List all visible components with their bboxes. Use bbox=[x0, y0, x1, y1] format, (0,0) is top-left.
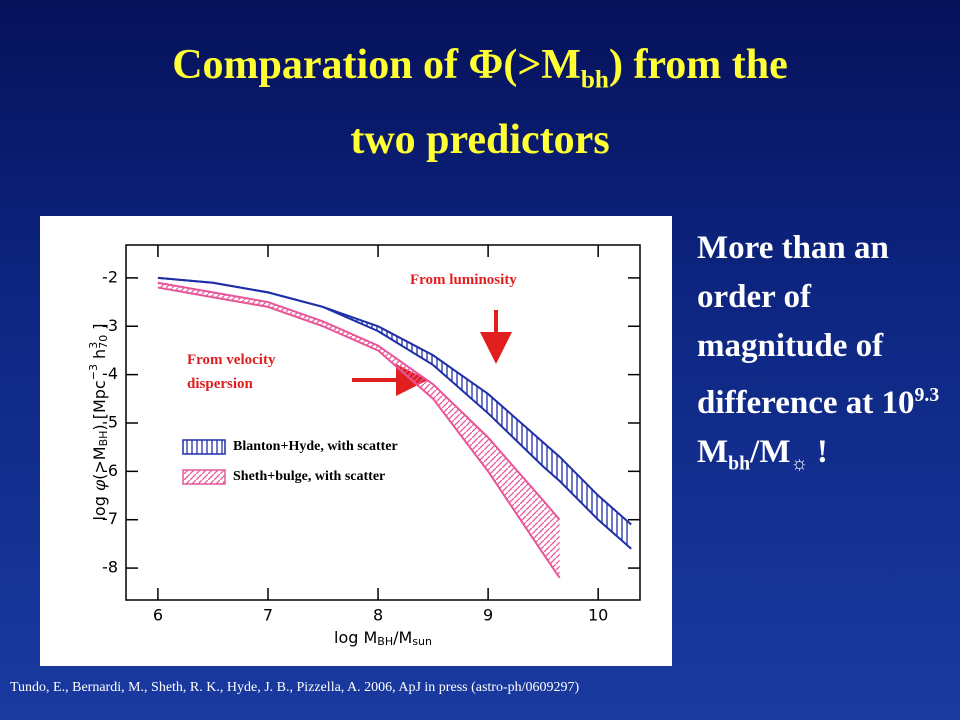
x-tick-label: 7 bbox=[263, 606, 273, 625]
y-tick-label: -8 bbox=[102, 558, 118, 577]
x-tick-label: 10 bbox=[588, 606, 608, 625]
y-tick-label: -3 bbox=[102, 316, 118, 335]
x-tick-label: 6 bbox=[153, 606, 163, 625]
y-tick-label: -5 bbox=[102, 412, 118, 431]
band-edge bbox=[157, 286, 561, 579]
band-fill bbox=[157, 277, 632, 549]
y-tick-label: -4 bbox=[102, 364, 118, 383]
y-tick-label: -2 bbox=[102, 267, 118, 286]
band-edge bbox=[157, 281, 561, 521]
annotation: From luminosity bbox=[410, 272, 517, 288]
side-text: More than an order of magnitude of diffe… bbox=[697, 230, 940, 475]
legend-label: Sheth+bulge, with scatter bbox=[233, 469, 385, 484]
x-axis-label: log MBH/Msun bbox=[334, 628, 432, 649]
legend-swatch bbox=[182, 469, 226, 485]
y-axis-label: log φ(>MBH) [Mpc−3 h370 ] bbox=[87, 323, 110, 520]
chart: log φ(>MBH) [Mpc−3 h370 ] log MBH/Msun 6… bbox=[40, 216, 672, 666]
band-edge bbox=[157, 276, 632, 550]
legend-swatch bbox=[182, 439, 226, 455]
band-fill bbox=[157, 282, 560, 578]
y-tick-label: -6 bbox=[102, 461, 118, 480]
slide-title: Comparation of Φ(>Mbh) from the two predi… bbox=[172, 42, 788, 164]
x-tick-label: 9 bbox=[483, 606, 493, 625]
plot-frame bbox=[125, 244, 641, 601]
legend-label: Blanton+Hyde, with scatter bbox=[233, 439, 398, 454]
band-edge bbox=[157, 276, 632, 526]
x-tick-label: 8 bbox=[373, 606, 383, 625]
citation: Tundo, E., Bernardi, M., Sheth, R. K., H… bbox=[10, 680, 580, 695]
y-tick-label: -7 bbox=[102, 509, 118, 528]
annotation: From velocity dispersion bbox=[187, 352, 276, 392]
